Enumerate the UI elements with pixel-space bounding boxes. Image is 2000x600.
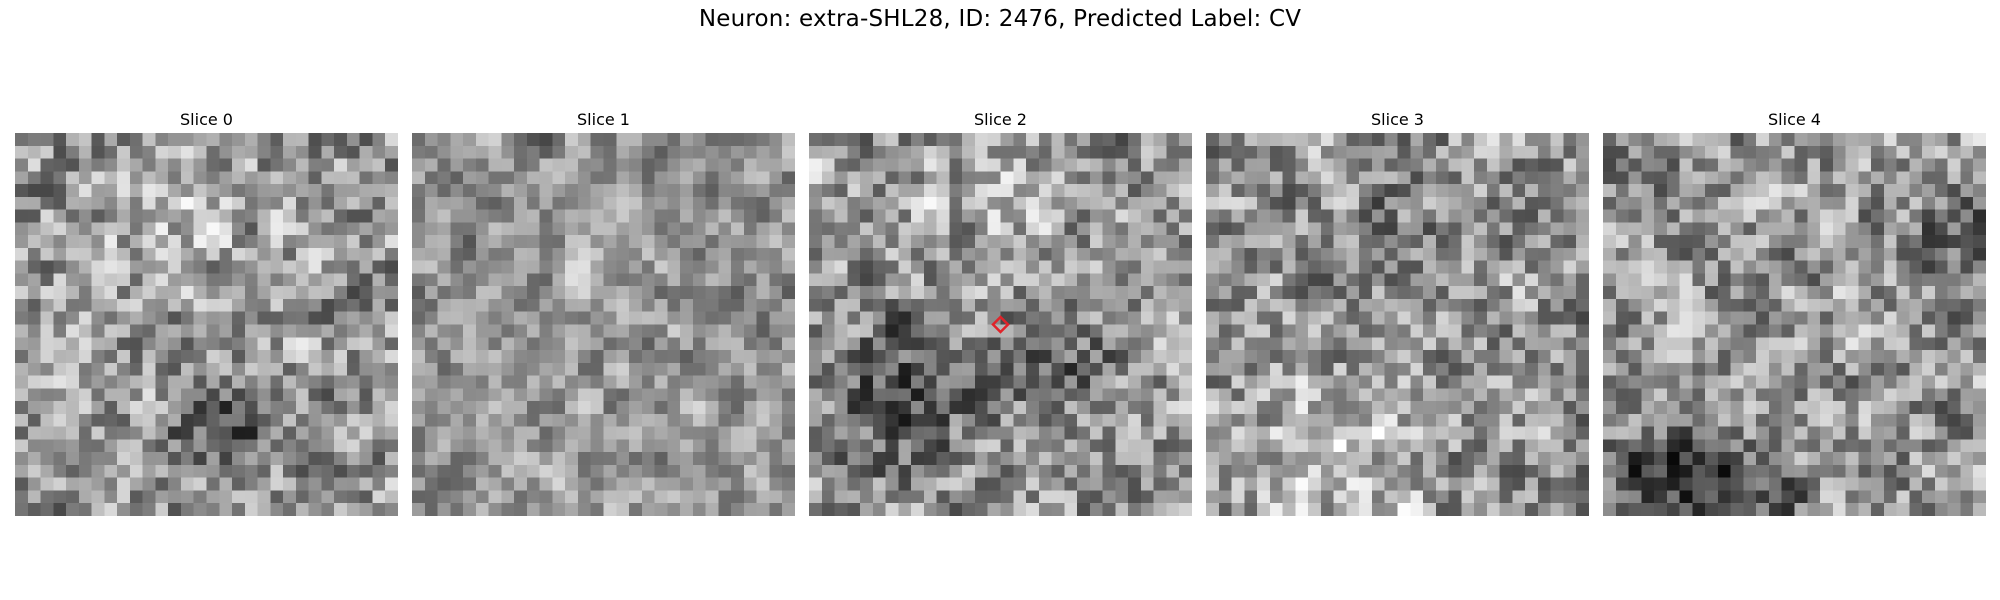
slice-title-3: Slice 3 [1371, 110, 1424, 129]
slice-image-3 [1206, 133, 1589, 516]
slice-image-2 [809, 133, 1192, 516]
center-marker-diamond [991, 315, 1010, 334]
slice-title-2: Slice 2 [974, 110, 1027, 129]
slice-image-1 [412, 133, 795, 516]
slice-image-4 [1603, 133, 1986, 516]
slice-title-0: Slice 0 [180, 110, 233, 129]
slice-title-4: Slice 4 [1768, 110, 1821, 129]
figure-title: Neuron: extra-SHL28, ID: 2476, Predicted… [698, 6, 1302, 32]
center-marker [991, 315, 1010, 334]
slice-title-1: Slice 1 [577, 110, 630, 129]
slice-image-0 [15, 133, 398, 516]
